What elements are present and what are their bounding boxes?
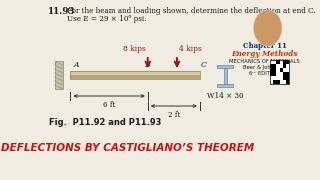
Bar — [273, 68, 276, 72]
Text: MECHANICS OF MATERIALS: MECHANICS OF MATERIALS — [229, 59, 300, 64]
Text: W14 × 30: W14 × 30 — [207, 92, 244, 100]
Text: Chapter 11: Chapter 11 — [243, 42, 286, 50]
Circle shape — [253, 10, 282, 46]
Text: 2 ft: 2 ft — [168, 111, 180, 119]
Bar — [286, 60, 289, 64]
Bar — [273, 64, 276, 68]
Text: Energy Methods: Energy Methods — [231, 50, 298, 58]
Bar — [280, 68, 283, 72]
Bar — [273, 72, 276, 76]
Bar — [270, 68, 273, 72]
Bar — [283, 76, 286, 80]
Bar — [217, 65, 233, 68]
Text: Beer & Johnston: Beer & Johnston — [243, 65, 286, 70]
Bar — [286, 76, 289, 80]
Bar — [283, 64, 286, 68]
Bar — [270, 72, 273, 76]
Text: 8 kips: 8 kips — [123, 45, 146, 53]
Text: Fig.  P11.92 and P11.93: Fig. P11.92 and P11.93 — [49, 118, 162, 127]
Bar — [70, 71, 200, 79]
Bar — [270, 60, 289, 84]
Bar — [70, 75, 200, 79]
Text: DEFLECTIONS BY CASTIGLIANO’S THEOREM: DEFLECTIONS BY CASTIGLIANO’S THEOREM — [2, 143, 255, 153]
Bar — [286, 72, 289, 76]
Bar — [70, 71, 200, 75]
Text: A: A — [74, 61, 80, 69]
Bar — [276, 80, 280, 84]
Text: 6ᵗᴴ EDITION: 6ᵗᴴ EDITION — [249, 71, 280, 76]
Bar — [283, 72, 286, 76]
Bar — [55, 61, 63, 89]
Bar — [276, 60, 280, 64]
Text: Use E = 29 × 10⁶ psi.: Use E = 29 × 10⁶ psi. — [67, 15, 147, 23]
Text: C: C — [201, 61, 207, 69]
Text: 6 ft: 6 ft — [103, 101, 115, 109]
Bar — [286, 80, 289, 84]
Bar — [283, 60, 286, 64]
Text: B: B — [144, 61, 150, 69]
Bar — [217, 84, 233, 87]
Text: For the beam and loading shown, determine the deflection at end C.: For the beam and loading shown, determin… — [67, 7, 316, 15]
Bar — [224, 68, 227, 84]
Text: 4 kips: 4 kips — [179, 45, 202, 53]
Text: 11.93: 11.93 — [48, 7, 75, 16]
Bar — [270, 64, 273, 68]
Bar — [273, 80, 276, 84]
